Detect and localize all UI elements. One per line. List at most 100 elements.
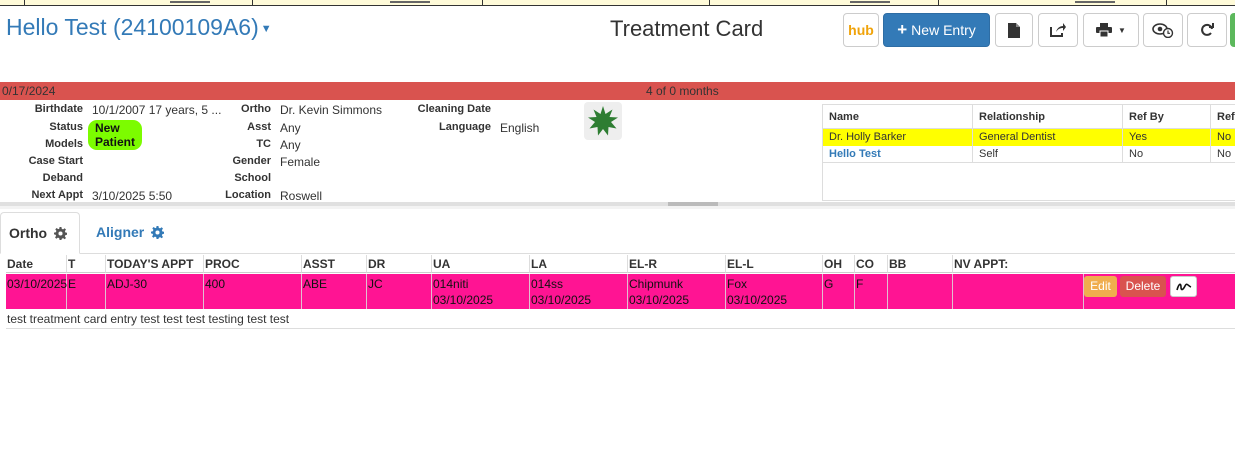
ref-relationship: Self bbox=[973, 146, 1123, 163]
school-label: School bbox=[234, 172, 271, 184]
language-value: English bbox=[500, 121, 540, 135]
col-el-r: EL-R bbox=[628, 255, 726, 273]
tab-aligner[interactable]: Aligner bbox=[88, 212, 172, 254]
deband-label: Deband bbox=[42, 172, 83, 184]
strip-divider bbox=[709, 0, 710, 6]
next-appt-value: 3/10/2025 5:50 bbox=[92, 189, 173, 203]
ref-header-name[interactable]: Name bbox=[823, 105, 973, 129]
asst-label: Asst bbox=[247, 121, 271, 133]
location-label: Location bbox=[225, 189, 271, 201]
entry-el-l-date: 03/10/2025 bbox=[727, 293, 788, 307]
language-label: Language bbox=[439, 121, 491, 133]
ref-row[interactable]: Hello Test Self No No bbox=[823, 146, 1235, 163]
col-la: LA bbox=[530, 255, 628, 273]
ref-relationship: General Dentist bbox=[973, 129, 1123, 146]
col-ua: UA bbox=[432, 255, 530, 273]
entry-la-wire: 014ss bbox=[531, 277, 564, 291]
new-entry-button[interactable]: + New Entry bbox=[883, 13, 990, 47]
col-date: Date bbox=[6, 255, 67, 273]
asst-value: Any bbox=[280, 121, 301, 135]
gear-icon[interactable] bbox=[54, 227, 67, 240]
delete-button[interactable]: Delete bbox=[1120, 276, 1166, 297]
strip-mark bbox=[170, 1, 210, 3]
refresh-icon bbox=[1201, 23, 1214, 36]
view-history-button[interactable] bbox=[1143, 13, 1183, 47]
strip-mark bbox=[390, 1, 430, 3]
new-entry-label: New Entry bbox=[911, 22, 976, 38]
treatment-progress-bar: 0/17/2024 4 of 0 months bbox=[0, 82, 1235, 100]
top-strip bbox=[0, 0, 1235, 6]
entry-nv-appt bbox=[953, 274, 1084, 309]
ref-by: No bbox=[1123, 146, 1211, 163]
status-label: Status bbox=[49, 121, 83, 133]
entry-dr: JC bbox=[367, 274, 432, 309]
col-nv-appt: NV APPT: bbox=[953, 255, 1235, 273]
entry-ua-wire: 014niti bbox=[433, 277, 469, 291]
caret-down-icon: ▼ bbox=[1118, 25, 1126, 35]
entry-oh: G bbox=[823, 274, 855, 309]
ref-name: Dr. Holly Barker bbox=[823, 129, 973, 146]
patient-seal-badge[interactable] bbox=[584, 102, 622, 140]
treatment-entry-row[interactable]: 03/10/2025 E ADJ-30 400 ABE JC 014niti 0… bbox=[6, 274, 1235, 309]
green-button-edge[interactable] bbox=[1230, 13, 1235, 47]
ortho-label: Ortho bbox=[241, 103, 271, 115]
col-todays-appt: TODAY'S APPT bbox=[106, 255, 204, 273]
strip-divider bbox=[482, 0, 483, 6]
share-button[interactable] bbox=[1038, 13, 1078, 47]
entry-el-r-value: Chipmunk bbox=[629, 277, 684, 291]
entry-la: 014ss 03/10/2025 bbox=[530, 274, 628, 309]
gear-icon[interactable] bbox=[151, 226, 165, 239]
caret-down-icon: ▼ bbox=[260, 22, 272, 35]
referrals-table: Name Relationship Ref By Ref Dr. Holly B… bbox=[822, 104, 1235, 201]
entry-el-r-date: 03/10/2025 bbox=[629, 293, 690, 307]
col-asst: ASST bbox=[302, 255, 367, 273]
edit-button[interactable]: Edit bbox=[1084, 276, 1117, 297]
document-icon bbox=[1008, 22, 1020, 38]
col-proc: PROC bbox=[204, 255, 302, 273]
cleaning-date-label: Cleaning Date bbox=[417, 103, 491, 115]
next-appt-label: Next Appt bbox=[31, 189, 83, 201]
progress-months: 4 of 0 months bbox=[646, 84, 719, 98]
strip-mark bbox=[850, 1, 890, 3]
share-icon bbox=[1050, 23, 1066, 37]
col-dr: DR bbox=[367, 255, 432, 273]
birthdate-label: Birthdate bbox=[34, 103, 83, 115]
panel-splitter[interactable] bbox=[0, 202, 1235, 206]
entry-el-l: Fox 03/10/2025 bbox=[726, 274, 823, 309]
models-label: Models bbox=[45, 138, 83, 150]
print-button[interactable]: ▼ bbox=[1083, 13, 1139, 47]
ref-header-ref[interactable]: Ref bbox=[1211, 105, 1235, 129]
plus-icon: + bbox=[897, 20, 908, 39]
ortho-value: Dr. Kevin Simmons bbox=[280, 103, 383, 117]
status-badge: New Patient bbox=[88, 120, 142, 150]
ref-name-link[interactable]: Hello Test bbox=[823, 146, 973, 163]
ref-row[interactable]: Dr. Holly Barker General Dentist Yes No bbox=[823, 129, 1235, 146]
page-title: Treatment Card bbox=[610, 16, 764, 41]
tab-ortho-label: Ortho bbox=[9, 225, 48, 241]
entry-proc: 400 bbox=[204, 274, 302, 309]
refresh-button[interactable] bbox=[1187, 13, 1227, 47]
entry-ua-date: 03/10/2025 bbox=[433, 293, 494, 307]
entry-t: E bbox=[67, 274, 106, 309]
ref-value: No bbox=[1217, 131, 1232, 143]
patient-selector[interactable]: Hello Test (24100109A6) ▼ bbox=[6, 14, 272, 41]
ref-header-ref-by[interactable]: Ref By bbox=[1123, 105, 1211, 129]
tab-ortho[interactable]: Ortho bbox=[0, 212, 80, 254]
gender-label: Gender bbox=[232, 155, 271, 167]
ref-header-relationship[interactable]: Relationship bbox=[973, 105, 1123, 129]
document-button[interactable] bbox=[995, 13, 1033, 47]
col-oh: OH bbox=[823, 255, 855, 273]
print-icon bbox=[1096, 23, 1113, 37]
hub-button[interactable]: hub bbox=[843, 13, 879, 47]
signature-button[interactable] bbox=[1170, 276, 1197, 297]
patient-name: Hello Test (24100109A6) bbox=[6, 14, 259, 40]
col-bb: BB bbox=[888, 255, 953, 273]
location-value: Roswell bbox=[280, 189, 323, 203]
entry-date: 03/10/2025 bbox=[6, 274, 67, 309]
col-co: CO bbox=[855, 255, 888, 273]
col-t: T bbox=[67, 255, 106, 273]
splitter-handle[interactable] bbox=[668, 202, 718, 206]
strip-mark bbox=[1075, 1, 1115, 3]
entry-ua: 014niti 03/10/2025 bbox=[432, 274, 530, 309]
strip-divider bbox=[1166, 0, 1167, 6]
